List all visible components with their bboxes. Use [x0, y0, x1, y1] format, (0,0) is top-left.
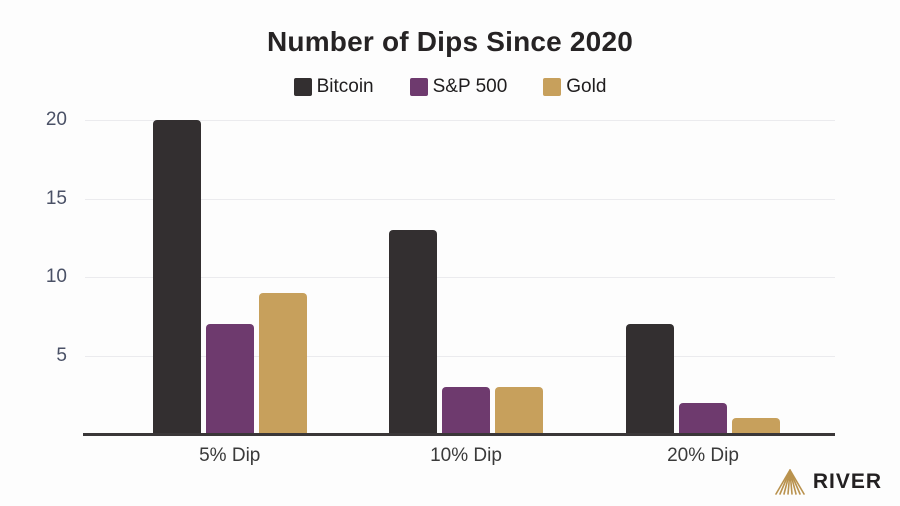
- gridline-15: [85, 198, 835, 200]
- y-axis: 20 15 10 5: [0, 109, 75, 434]
- river-fan-icon: [775, 469, 805, 495]
- y-tick-10: 10: [45, 266, 67, 287]
- x-axis-labels: 5% Dip 10% Dip 20% Dip: [85, 445, 835, 469]
- bar-bitcoin-5-dip: [152, 120, 201, 434]
- bar-bitcoin-20-dip: [626, 324, 674, 434]
- gridline-20: [85, 120, 835, 121]
- bar-group-5pct-dip: [152, 120, 307, 434]
- bar-group-10pct-dip: [389, 120, 543, 434]
- bar-sp500-5-dip: [205, 324, 254, 434]
- bar-gold-20-dip: [732, 418, 780, 434]
- x-tick-10pct-dip: 10% Dip: [430, 445, 502, 466]
- legend-item-gold: Gold: [543, 76, 606, 98]
- legend-label-sp500: S&P 500: [432, 76, 508, 97]
- y-tick-15: 15: [45, 187, 67, 209]
- bar-sp500-10-dip: [442, 386, 490, 434]
- river-wordmark: RIVER: [812, 470, 882, 493]
- bar-group-20pct-dip: [626, 120, 780, 434]
- bar-gold-10-dip: [495, 386, 543, 434]
- gridline-10: [85, 277, 835, 278]
- y-tick-20: 20: [45, 109, 67, 130]
- plot-area: [83, 120, 835, 436]
- sp500-swatch-icon: [409, 78, 428, 96]
- bar-gold-5-dip: [258, 292, 307, 434]
- x-tick-5pct-dip: 5% Dip: [199, 445, 261, 466]
- x-axis-line: [83, 433, 835, 436]
- river-logo: RIVER: [774, 468, 882, 496]
- bitcoin-swatch-icon: [293, 78, 312, 96]
- bar-sp500-20-dip: [679, 402, 727, 434]
- gold-swatch-icon: [543, 78, 562, 96]
- chart-legend: Bitcoin S&P 500 Gold: [0, 76, 900, 98]
- chart-title: Number of Dips Since 2020: [266, 26, 633, 57]
- gridline-5: [85, 355, 835, 357]
- legend-label-bitcoin: Bitcoin: [316, 76, 374, 97]
- legend-label-gold: Gold: [566, 76, 607, 97]
- x-tick-20pct-dip: 20% Dip: [667, 445, 739, 466]
- bar-bitcoin-10-dip: [389, 229, 437, 434]
- legend-item-bitcoin: Bitcoin: [293, 76, 374, 98]
- y-tick-5: 5: [56, 344, 67, 366]
- legend-item-sp500: S&P 500: [409, 76, 508, 98]
